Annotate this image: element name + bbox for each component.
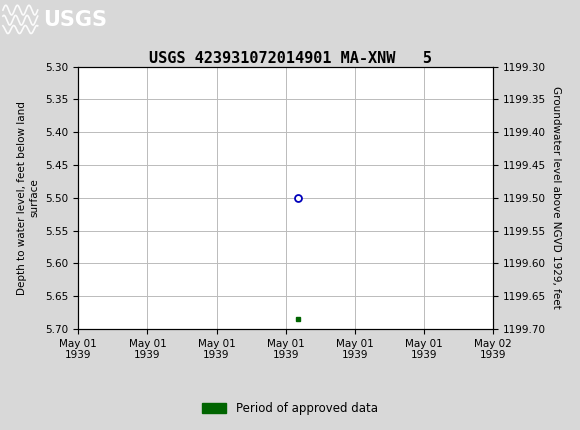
Y-axis label: Groundwater level above NGVD 1929, feet: Groundwater level above NGVD 1929, feet [552,86,561,309]
Y-axis label: Depth to water level, feet below land
surface: Depth to water level, feet below land su… [17,101,40,295]
Text: USGS 423931072014901 MA-XNW   5: USGS 423931072014901 MA-XNW 5 [148,51,432,65]
Text: USGS: USGS [44,10,107,30]
Bar [2,3,41,37]
Legend: Period of approved data: Period of approved data [198,397,382,420]
